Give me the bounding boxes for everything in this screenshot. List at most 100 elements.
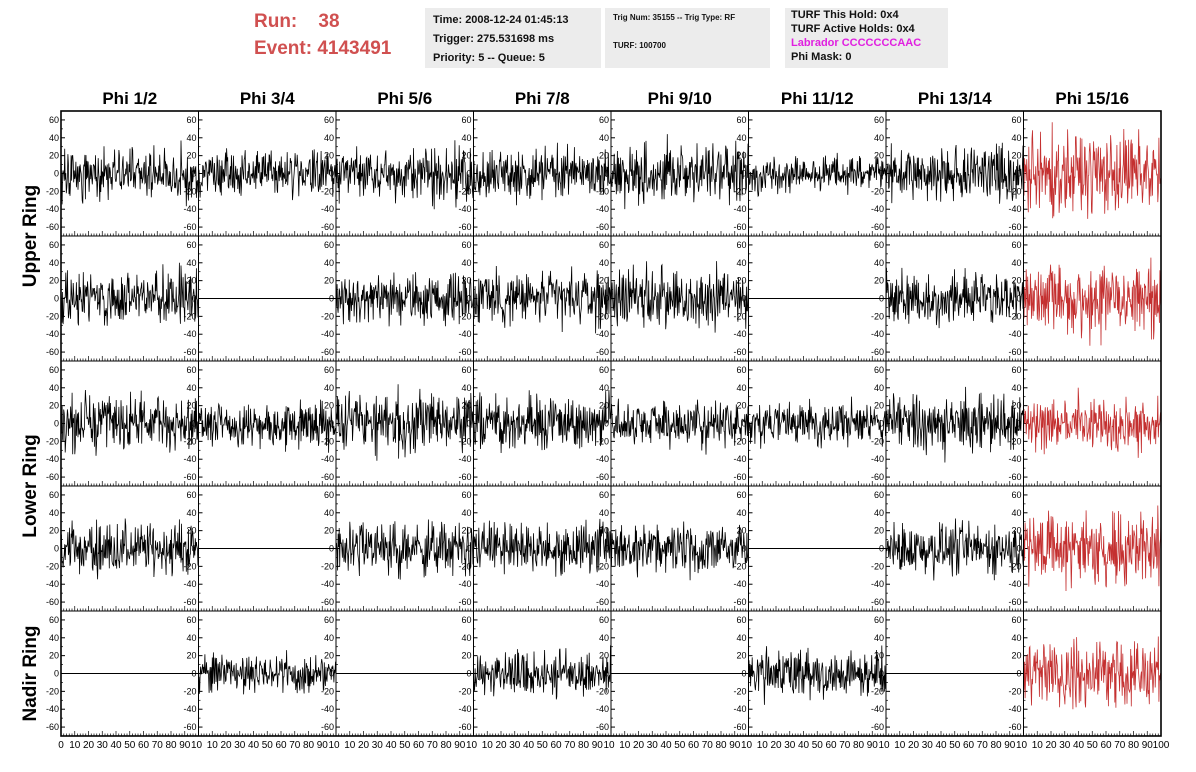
waveform-trace (610, 398, 749, 455)
waveform-trace (60, 389, 199, 456)
y-tick-label: 0 (466, 169, 471, 179)
waveform-trace (335, 272, 474, 327)
x-tick-label: 70 (289, 740, 301, 751)
trigger-text: Trigger: 275.531698 ms (433, 33, 555, 45)
x-tick-label: 10 (757, 740, 769, 751)
x-tick-label: 20 (495, 740, 507, 751)
x-tick-label: 30 (97, 740, 109, 751)
y-tick-label: 20 (1011, 276, 1021, 286)
y-tick-label: 20 (599, 651, 609, 661)
y-tick-label: 0 (466, 294, 471, 304)
y-tick-label: -60 (596, 597, 609, 607)
y-tick-label: -40 (871, 329, 884, 339)
y-tick-label: 0 (191, 544, 196, 554)
y-tick-label: -20 (596, 311, 609, 321)
y-tick-label: 40 (874, 633, 884, 643)
x-tick-label: 50 (949, 740, 961, 751)
y-tick-label: -20 (1008, 561, 1021, 571)
y-tick-label: -60 (1008, 222, 1021, 232)
x-tick-label: 90 (729, 740, 741, 751)
waveform-trace (473, 389, 612, 454)
y-tick-label: 40 (1011, 633, 1021, 643)
y-tick-label: 20 (736, 401, 746, 411)
y-tick-label: -60 (733, 347, 746, 357)
y-tick-label: -40 (321, 329, 334, 339)
y-tick-label: 20 (736, 276, 746, 286)
y-tick-label: 60 (461, 490, 471, 500)
y-tick-label: 20 (1011, 151, 1021, 161)
x-tick-label: 40 (523, 740, 535, 751)
y-tick-label: -60 (46, 472, 59, 482)
waveform-trace (885, 518, 1024, 581)
column-header: Phi 15/16 (1055, 89, 1129, 108)
x-tick-label: 40 (1073, 740, 1085, 751)
y-tick-label: 40 (874, 133, 884, 143)
y-tick-label: 0 (329, 294, 334, 304)
y-tick-label: -40 (871, 204, 884, 214)
y-tick-label: -60 (183, 597, 196, 607)
y-tick-label: 0 (741, 419, 746, 429)
y-tick-label: 60 (49, 615, 59, 625)
y-tick-label: 60 (461, 615, 471, 625)
y-tick-label: -40 (458, 329, 471, 339)
y-tick-label: 40 (324, 258, 334, 268)
event-row: Event: 4143491 (254, 35, 391, 62)
waveform-trace (473, 265, 612, 334)
y-tick-label: 40 (461, 133, 471, 143)
y-tick-label: 20 (186, 401, 196, 411)
y-tick-label: 20 (736, 526, 746, 536)
y-tick-label: -40 (46, 704, 59, 714)
waveform-trace (748, 645, 887, 705)
waveform-trace (1023, 122, 1162, 219)
y-tick-label: 20 (736, 151, 746, 161)
y-tick-label: 40 (324, 508, 334, 518)
y-tick-label: 40 (874, 508, 884, 518)
x-tick-label: 80 (715, 740, 727, 751)
y-tick-label: 0 (741, 669, 746, 679)
y-tick-label: 40 (49, 633, 59, 643)
y-tick-label: -60 (733, 722, 746, 732)
x-tick-label: 40 (660, 740, 672, 751)
y-tick-label: 60 (49, 365, 59, 375)
event-label: Event: (254, 38, 313, 59)
y-tick-label: -40 (458, 454, 471, 464)
y-tick-label: -60 (871, 722, 884, 732)
y-tick-label: -60 (321, 597, 334, 607)
y-tick-label: -40 (46, 454, 59, 464)
y-tick-label: -20 (321, 186, 334, 196)
y-tick-label: -60 (733, 222, 746, 232)
y-tick-label: -20 (871, 311, 884, 321)
y-tick-label: 60 (599, 615, 609, 625)
y-tick-label: 60 (324, 615, 334, 625)
x-tick-label: 20 (908, 740, 920, 751)
y-tick-label: -60 (183, 472, 196, 482)
x-tick-label: 80 (853, 740, 865, 751)
run-value: 38 (318, 11, 340, 32)
y-tick-label: 20 (1011, 401, 1021, 411)
y-tick-label: 40 (736, 508, 746, 518)
y-tick-label: 20 (461, 401, 471, 411)
y-tick-label: 20 (599, 151, 609, 161)
waveform-trace (60, 140, 199, 207)
y-tick-label: -60 (596, 722, 609, 732)
y-tick-label: 40 (599, 383, 609, 393)
column-header: Phi 11/12 (781, 89, 854, 108)
y-tick-label: 0 (604, 669, 609, 679)
y-tick-label: 60 (49, 490, 59, 500)
grid-frame (60, 110, 1162, 737)
waveform-trace (610, 521, 749, 581)
y-tick-label: 20 (461, 651, 471, 661)
y-tick-label: -60 (1008, 597, 1021, 607)
waveform-trace (748, 396, 887, 449)
y-tick-label: 40 (186, 633, 196, 643)
waveform-trace (60, 518, 199, 580)
y-tick-label: 40 (49, 133, 59, 143)
x-tick-label: 70 (564, 740, 576, 751)
y-tick-label: -60 (321, 472, 334, 482)
y-tick-label: 40 (186, 383, 196, 393)
y-tick-label: -20 (458, 686, 471, 696)
y-tick-label: 40 (736, 383, 746, 393)
y-tick-label: 60 (874, 115, 884, 125)
y-tick-label: 0 (54, 544, 59, 554)
y-tick-label: 40 (599, 258, 609, 268)
